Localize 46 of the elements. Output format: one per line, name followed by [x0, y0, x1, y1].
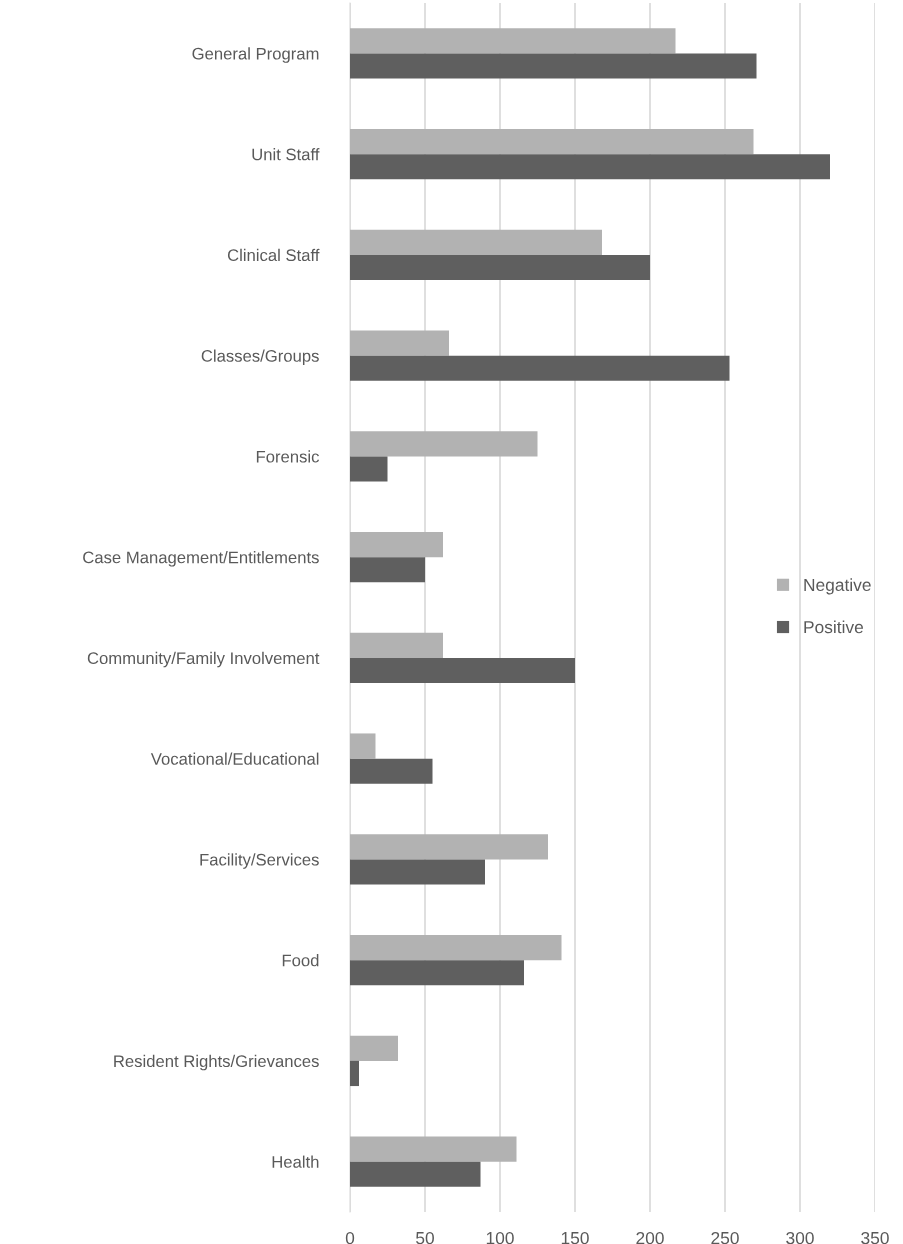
x-tick-label: 0 — [345, 1231, 355, 1244]
y-tick-label: Vocational/Educational — [150, 752, 319, 765]
y-tick-label: Health — [272, 1155, 319, 1168]
bar — [350, 1161, 481, 1187]
x-tick-label: 100 — [486, 1231, 514, 1244]
y-tick-label: Unit Staff — [252, 148, 320, 161]
y-tick-label: Community/Family Involvement — [87, 651, 320, 668]
legend-label: Positive — [804, 620, 863, 634]
bar — [350, 28, 676, 54]
bar — [350, 834, 548, 860]
bar — [350, 128, 754, 155]
bar — [350, 1035, 398, 1061]
y-tick-label: Classes/Groups — [201, 349, 319, 366]
x-tick-label: 150 — [561, 1231, 589, 1244]
bar — [350, 456, 388, 482]
y-tick-label: Facility/Services — [200, 853, 319, 869]
x-tick-label: 200 — [636, 1231, 664, 1244]
x-tick-label: 50 — [416, 1231, 434, 1244]
y-tick-label: Resident Rights/Grievances — [114, 1054, 319, 1071]
bar — [350, 1136, 517, 1162]
bar — [350, 960, 524, 986]
y-tick-label: General Program — [192, 47, 319, 63]
bar — [350, 229, 602, 255]
bar — [350, 934, 562, 961]
x-tick-label: 300 — [786, 1231, 814, 1244]
bar — [350, 557, 425, 583]
bar — [350, 355, 730, 381]
bar — [350, 53, 757, 79]
bar — [350, 859, 485, 885]
bar — [350, 431, 538, 457]
bar — [350, 733, 376, 759]
bar — [350, 330, 449, 356]
bar — [350, 632, 443, 658]
bar — [350, 154, 830, 180]
y-tick-label: Forensic — [256, 450, 320, 463]
y-tick-label: Case Management/Entitlements — [83, 551, 319, 567]
bar — [350, 254, 650, 281]
bar — [350, 531, 443, 558]
bar — [350, 1060, 359, 1087]
bar — [350, 758, 433, 784]
x-tick-label: 350 — [861, 1231, 889, 1244]
y-tick-label: Clinical Staff — [227, 248, 320, 262]
y-tick-label: Food — [282, 954, 319, 967]
legend-label: Negative — [804, 578, 871, 595]
x-tick-label: 250 — [711, 1231, 739, 1244]
bar — [350, 657, 575, 684]
